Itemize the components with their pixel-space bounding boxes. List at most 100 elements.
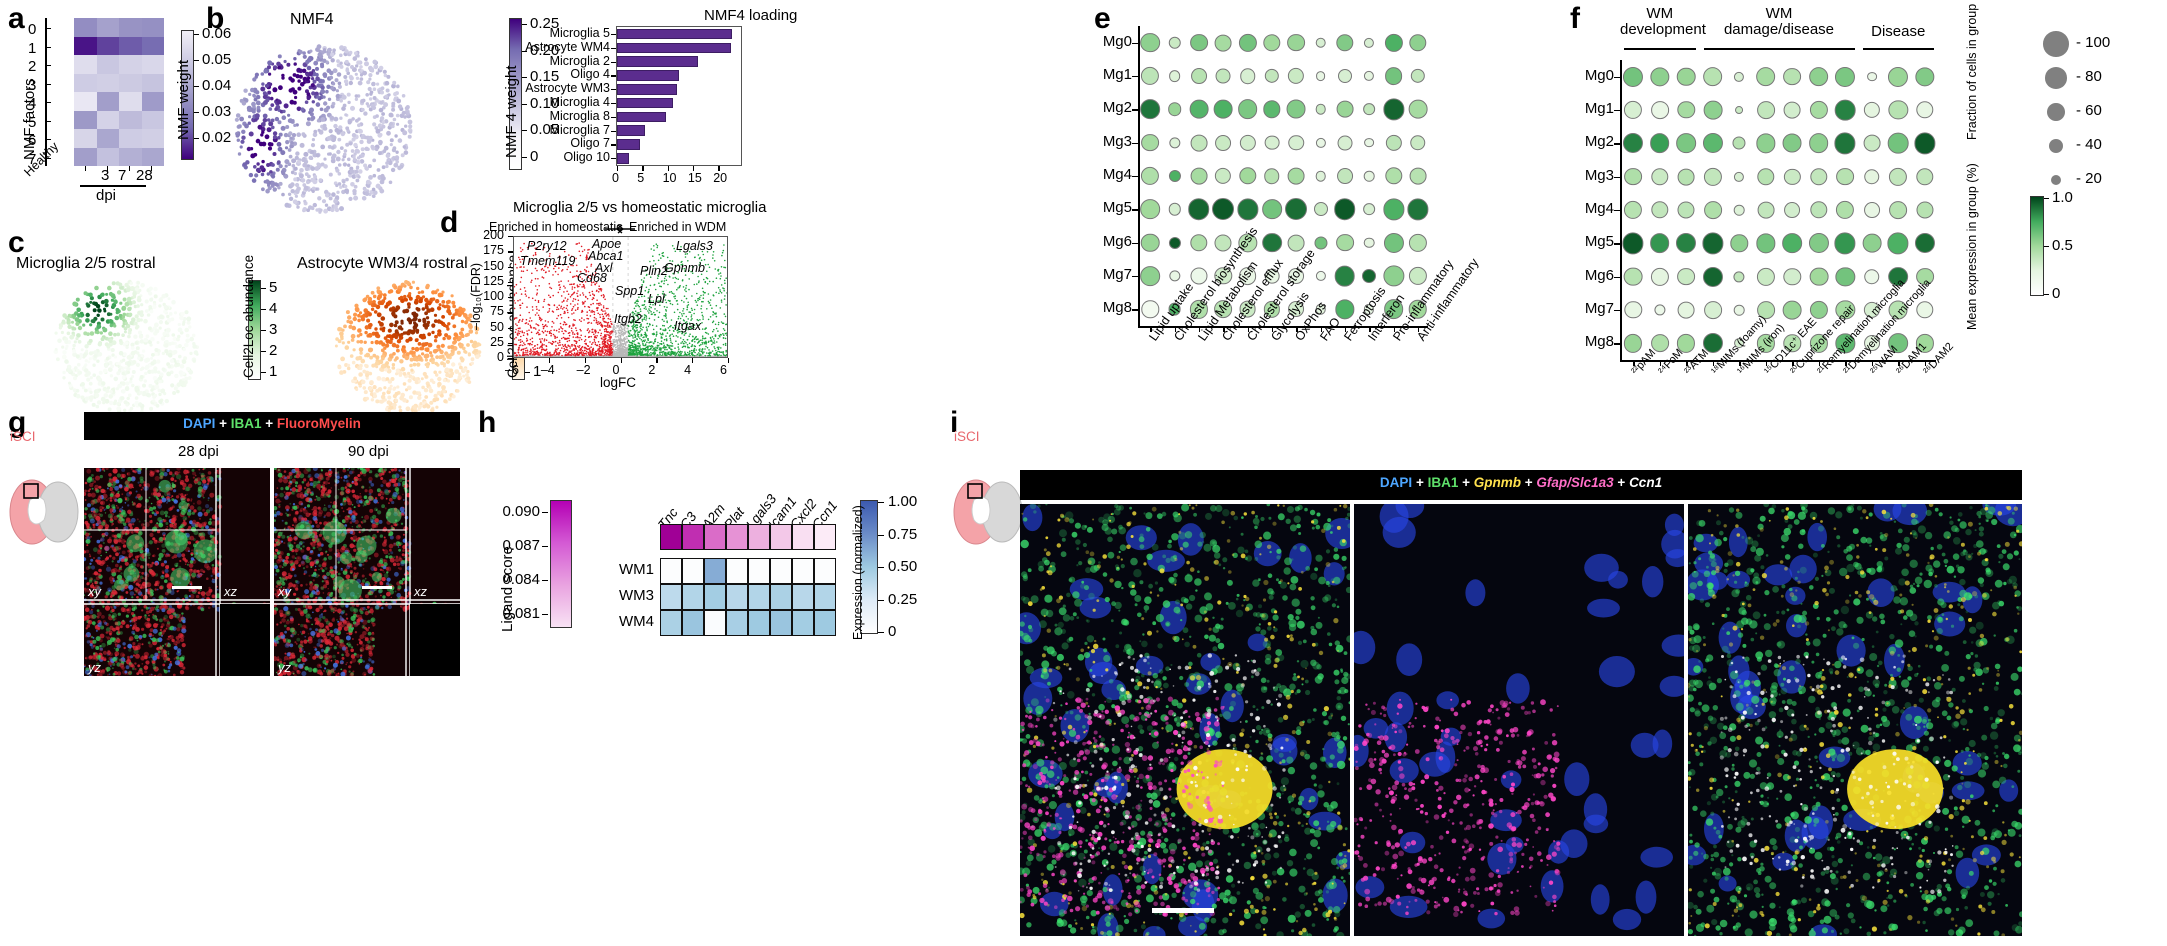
spot — [123, 326, 128, 331]
spot — [179, 315, 184, 321]
panel-b-cbar-tick — [522, 156, 527, 158]
panel-a-cell — [119, 147, 142, 166]
spot — [305, 59, 310, 64]
spot — [467, 380, 472, 384]
volcano-point — [684, 256, 687, 258]
volcano-point — [532, 309, 534, 311]
volcano-point — [670, 324, 672, 327]
spot — [149, 343, 153, 347]
spot — [347, 315, 352, 320]
spot — [442, 378, 447, 383]
spot — [166, 333, 170, 338]
spot — [161, 351, 166, 356]
panel-a-cell — [119, 110, 142, 129]
spot — [77, 370, 83, 375]
volcano-point — [701, 339, 703, 341]
volcano-point — [708, 349, 710, 351]
volcano-point — [707, 318, 710, 321]
spot — [347, 340, 351, 344]
spot — [276, 99, 282, 104]
spot — [338, 125, 343, 130]
spot — [126, 367, 131, 372]
volcano-point — [724, 315, 727, 318]
spot — [56, 357, 60, 362]
spot — [260, 133, 264, 137]
volcano-point — [720, 351, 723, 353]
spot — [280, 125, 286, 131]
spot — [354, 169, 359, 174]
spot — [457, 374, 462, 380]
spot — [157, 388, 162, 393]
spot — [277, 186, 281, 190]
spot — [177, 344, 182, 348]
spot — [265, 179, 270, 184]
spot — [126, 396, 130, 401]
spot — [335, 195, 340, 200]
panel-a-cell — [141, 110, 164, 129]
spot — [336, 149, 341, 155]
spot — [318, 178, 323, 182]
volcano-point — [545, 339, 548, 341]
spot — [129, 281, 133, 285]
volcano-point — [574, 298, 577, 301]
panel-b-ytick — [611, 33, 616, 36]
spot — [466, 343, 470, 347]
spot — [111, 340, 117, 346]
volcano-point — [519, 330, 521, 333]
volcano-point — [530, 320, 533, 322]
spot — [322, 72, 328, 78]
spot — [163, 309, 167, 314]
volcano-point — [567, 344, 569, 347]
spot — [347, 163, 351, 167]
spot — [380, 348, 385, 353]
spot — [352, 191, 357, 196]
spot — [447, 397, 452, 401]
spot — [316, 95, 320, 99]
spot — [168, 312, 173, 316]
spot — [93, 350, 98, 355]
panel-a-cbar-ticklabel: 0.05 — [202, 51, 232, 68]
spot — [300, 178, 306, 183]
spot — [111, 353, 115, 357]
volcano-point — [602, 319, 604, 321]
spot — [67, 324, 72, 329]
spot — [100, 317, 105, 322]
volcano-point — [541, 338, 543, 340]
spot — [424, 403, 429, 407]
volcano-point — [578, 319, 581, 321]
spot — [370, 307, 375, 311]
spot — [290, 141, 294, 145]
spot — [293, 166, 298, 171]
spot — [178, 354, 182, 359]
spot — [365, 352, 371, 358]
volcano-point — [686, 306, 689, 309]
spot — [271, 125, 275, 130]
volcano-point — [560, 337, 563, 340]
panel-a-cbar-tick — [194, 60, 199, 62]
spot — [144, 371, 148, 376]
spot — [301, 132, 306, 137]
spot — [267, 65, 271, 70]
spot — [374, 331, 379, 337]
spot — [140, 366, 145, 371]
spot — [161, 367, 166, 371]
spot — [137, 356, 141, 360]
panel-b-bar — [617, 56, 699, 67]
volcano-point — [593, 319, 595, 322]
panel-c-left-title: Microglia 2/5 rostral — [16, 255, 156, 272]
spot — [343, 152, 347, 157]
spot — [391, 83, 396, 89]
volcano-point — [605, 328, 608, 331]
panel-b-bar — [617, 42, 732, 54]
volcano-point — [519, 288, 522, 290]
volcano-point — [724, 332, 727, 335]
spot — [116, 406, 121, 411]
spot — [122, 318, 126, 322]
spot — [370, 290, 375, 295]
volcano-point — [709, 316, 712, 318]
spot — [395, 368, 400, 373]
spot — [192, 344, 197, 349]
volcano-point — [558, 284, 561, 286]
spot — [185, 338, 190, 344]
spot — [129, 320, 134, 326]
